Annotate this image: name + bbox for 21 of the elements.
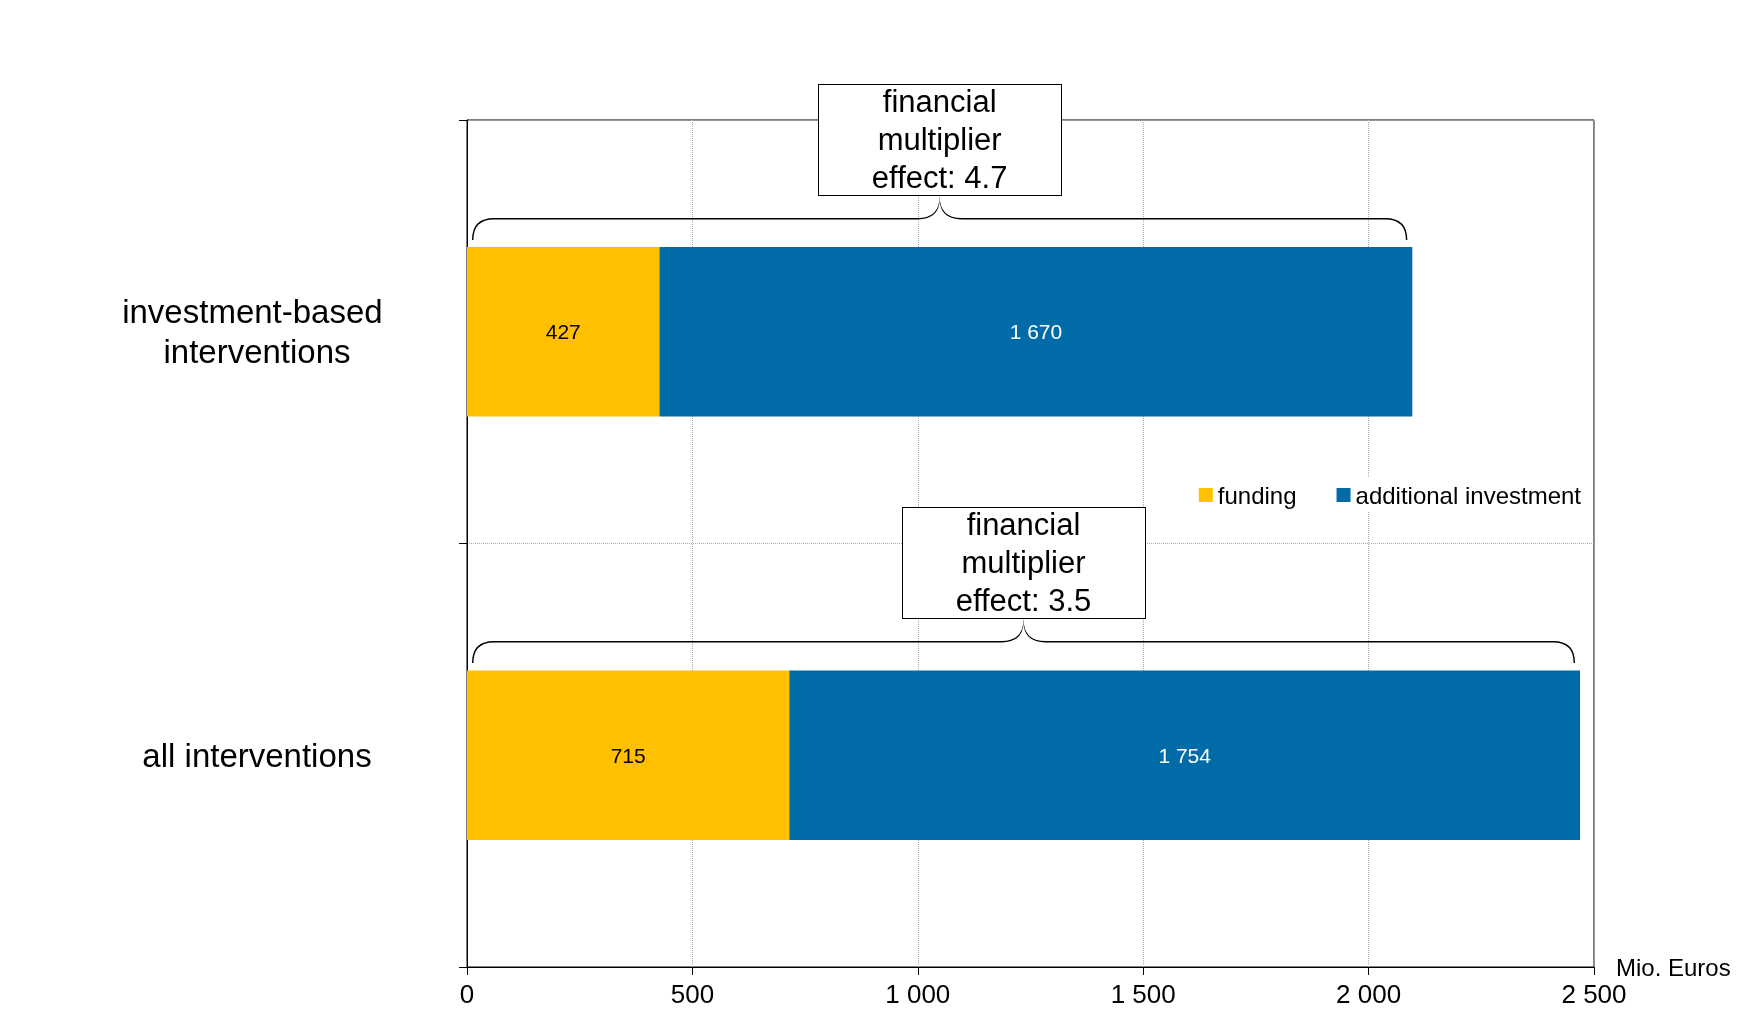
x-tick-label: 2 000 [1336, 979, 1402, 1009]
data-label: 1 754 [1158, 743, 1212, 767]
lower-callout-box: financial multiplier effect: 3.5 [901, 507, 1146, 620]
data-label: 427 [545, 320, 581, 344]
bar [659, 247, 1413, 417]
x-tick-label: 2 500 [1561, 979, 1627, 1009]
data-label: 1 670 [1009, 320, 1063, 344]
legend-label: funding [1217, 481, 1297, 509]
x-tick-label: 500 [670, 979, 715, 1009]
x-tick-label: 0 [459, 979, 475, 1009]
x-axis-title: Mio. Euros [1616, 953, 1731, 981]
legend-label: additional investment [1355, 481, 1582, 509]
bar [467, 247, 660, 417]
upper-callout-box: financial multiplier effect: 4.7 [817, 83, 1062, 196]
bar [789, 670, 1581, 840]
x-tick-label: 1 500 [1110, 979, 1176, 1009]
bar [467, 670, 790, 840]
y-tick-label: investment-based interventions [122, 293, 392, 371]
data-label: 715 [610, 743, 646, 767]
y-tick-label: all interventions [142, 736, 372, 774]
x-tick-label: 1 000 [885, 979, 951, 1009]
